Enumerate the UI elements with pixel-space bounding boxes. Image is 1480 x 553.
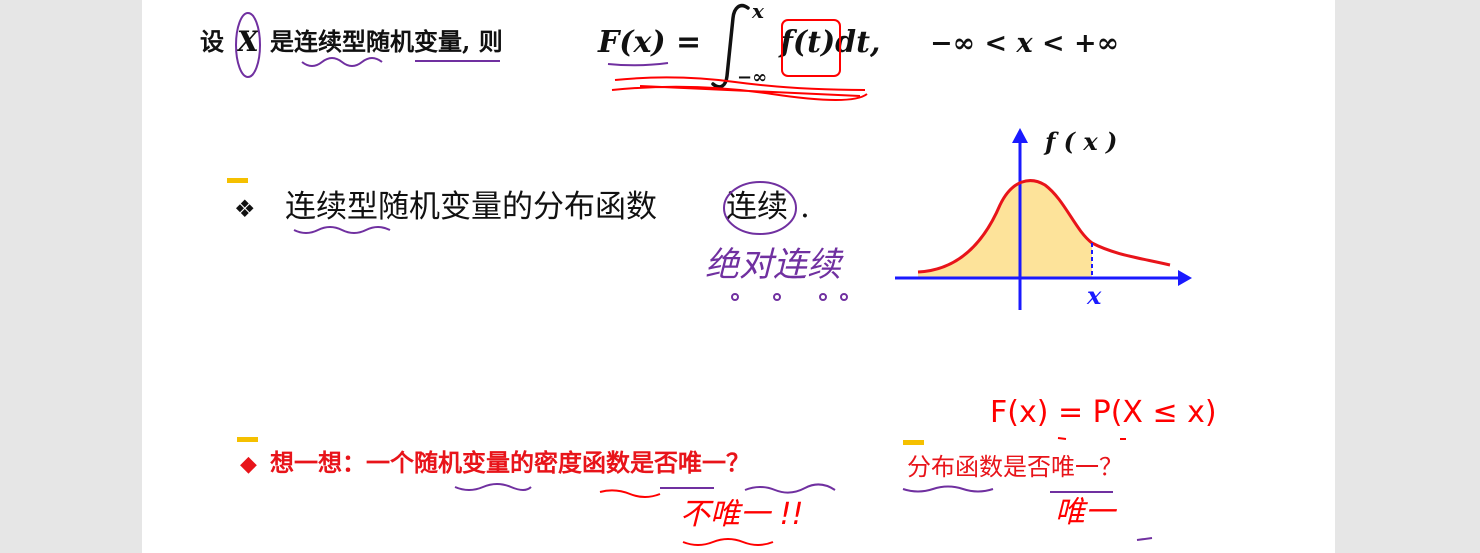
graph-y-label: f ( x ) <box>1045 127 1118 156</box>
handwritten-not-unique: 不唯一 !! <box>680 497 804 532</box>
intro-text-pre: 设 <box>200 27 224 56</box>
bullet-text: 连续型随机变量的分布函数 <box>285 189 657 225</box>
formula-lhs: F(x) = <box>598 25 702 60</box>
random-variable-x: X <box>237 25 259 58</box>
variable-range: −∞ < x < +∞ <box>930 28 1120 59</box>
handwritten-absolutely-continuous: 绝对连续 <box>705 245 841 285</box>
bullet-emph: 连续 <box>726 189 788 225</box>
question-text-2: 分布函数是否唯一？ <box>907 453 1123 481</box>
four-diamond-bullet-icon: ❖ <box>234 195 256 223</box>
intro-text: 是连续型随机变量, 则 <box>270 27 503 56</box>
handwritten-cdf-definition: F(x) = P(X ≤ x) <box>990 395 1217 430</box>
bullet-period: . <box>800 189 810 225</box>
handwritten-unique: 唯一 <box>1055 495 1115 530</box>
integral-lower-limit: −∞ <box>737 67 768 88</box>
integrand: f(t)dt, <box>780 25 881 60</box>
graph-x-label: x <box>1087 281 1102 310</box>
question-text: 想一想：一个随机变量的密度函数是否唯一？ <box>270 449 750 477</box>
diamond-bullet-icon: ◆ <box>240 452 257 477</box>
integral-upper-limit: x <box>752 0 764 23</box>
